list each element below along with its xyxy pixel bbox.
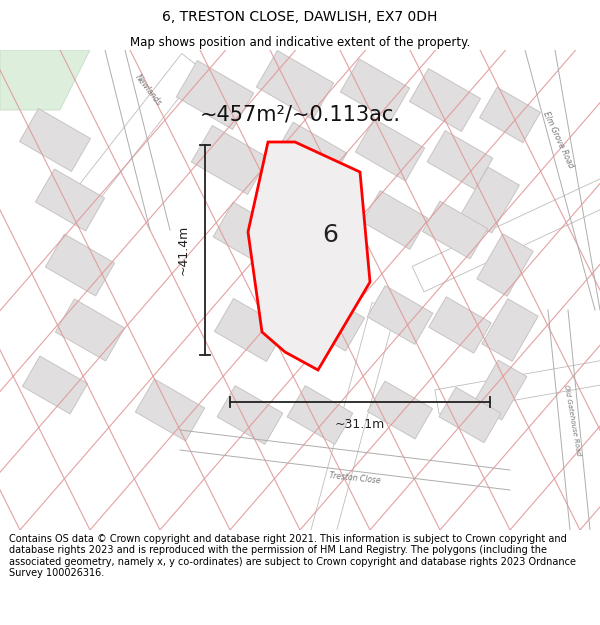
Polygon shape (479, 88, 541, 142)
Polygon shape (22, 356, 88, 414)
Text: Map shows position and indicative extent of the property.: Map shows position and indicative extent… (130, 36, 470, 49)
Polygon shape (256, 51, 334, 119)
Polygon shape (213, 202, 287, 268)
Polygon shape (295, 289, 365, 351)
Text: Newlands: Newlands (133, 72, 163, 107)
Polygon shape (362, 191, 428, 249)
Polygon shape (287, 386, 353, 444)
Polygon shape (20, 109, 91, 171)
Polygon shape (461, 167, 520, 233)
Polygon shape (427, 131, 493, 189)
Polygon shape (35, 169, 104, 231)
Polygon shape (176, 61, 254, 129)
Polygon shape (217, 386, 283, 444)
Polygon shape (59, 54, 202, 226)
Text: Old Gatehouse Road: Old Gatehouse Road (563, 384, 581, 456)
Text: Treston Close: Treston Close (329, 471, 381, 485)
Text: 6: 6 (322, 223, 338, 247)
Text: ~457m²/~0.113ac.: ~457m²/~0.113ac. (199, 105, 401, 125)
Polygon shape (473, 360, 527, 420)
Polygon shape (412, 148, 600, 292)
Polygon shape (273, 122, 347, 188)
Polygon shape (340, 59, 410, 121)
Polygon shape (410, 69, 481, 131)
Polygon shape (191, 126, 269, 194)
Polygon shape (284, 302, 396, 625)
Polygon shape (429, 297, 491, 353)
Polygon shape (435, 346, 600, 414)
Polygon shape (136, 379, 205, 441)
Polygon shape (367, 381, 433, 439)
Polygon shape (0, 50, 90, 110)
Polygon shape (482, 299, 538, 361)
Text: Elm Grove Road: Elm Grove Road (541, 110, 575, 170)
Polygon shape (46, 234, 115, 296)
Text: ~41.4m: ~41.4m (176, 225, 190, 275)
Text: Contains OS data © Crown copyright and database right 2021. This information is : Contains OS data © Crown copyright and d… (9, 534, 576, 579)
Polygon shape (55, 299, 125, 361)
Text: ~31.1m: ~31.1m (335, 418, 385, 431)
Polygon shape (248, 142, 370, 370)
Polygon shape (295, 194, 365, 256)
Polygon shape (422, 201, 488, 259)
Text: 6, TRESTON CLOSE, DAWLISH, EX7 0DH: 6, TRESTON CLOSE, DAWLISH, EX7 0DH (163, 10, 437, 24)
Polygon shape (439, 388, 501, 442)
Polygon shape (367, 286, 433, 344)
Polygon shape (215, 299, 286, 361)
Polygon shape (355, 119, 425, 181)
Polygon shape (477, 234, 533, 296)
